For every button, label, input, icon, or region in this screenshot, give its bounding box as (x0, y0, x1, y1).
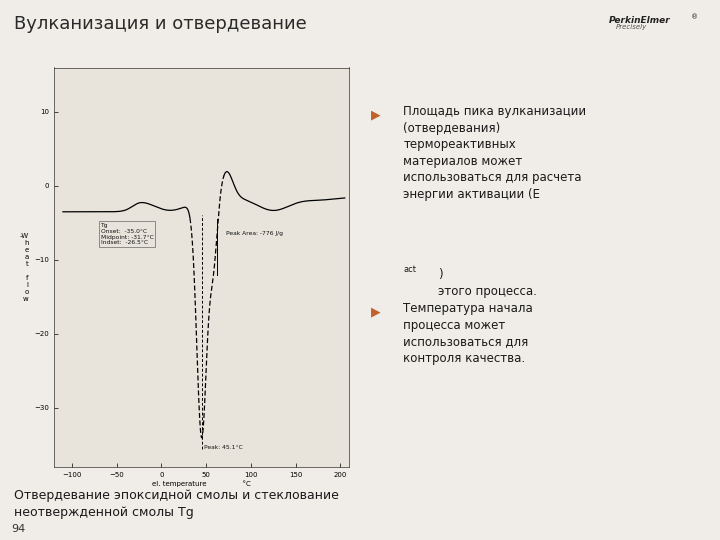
Y-axis label: -W
h
e
a
t

f
l
o
w: -W h e a t f l o w (19, 233, 29, 302)
Text: ▶: ▶ (371, 108, 380, 121)
Text: Peak: 45.1°C: Peak: 45.1°C (204, 445, 243, 450)
Text: )
этого процесса.: ) этого процесса. (438, 268, 536, 298)
Text: Площадь пика вулканизации
(отвердевания)
термореактивных
материалов может
исполь: Площадь пика вулканизации (отвердевания)… (403, 105, 586, 201)
Text: Вулканизация и отвердевание: Вулканизация и отвердевание (14, 15, 307, 33)
X-axis label: el. temperature                °C: el. temperature °C (152, 481, 251, 488)
Text: act: act (403, 265, 416, 274)
Text: Отвердевание эпоксидной смолы и стеклование
неотвержденной смолы Tg: Отвердевание эпоксидной смолы и стеклова… (14, 489, 339, 519)
Text: ▶: ▶ (371, 305, 380, 318)
Text: Precisely: Precisely (616, 24, 647, 30)
Text: Tg
Onset:  -35.0°C
Midpoint: -31.7°C
Indset:  -26.5°C: Tg Onset: -35.0°C Midpoint: -31.7°C Inds… (101, 223, 153, 245)
Text: Температура начала
процесса может
использоваться для
контроля качества.: Температура начала процесса может исполь… (403, 302, 533, 365)
Text: Peak Area: -776 J/g: Peak Area: -776 J/g (226, 232, 283, 237)
Text: ®: ® (691, 14, 698, 21)
Text: PerkinElmer: PerkinElmer (608, 16, 670, 25)
Text: 94: 94 (11, 523, 25, 534)
